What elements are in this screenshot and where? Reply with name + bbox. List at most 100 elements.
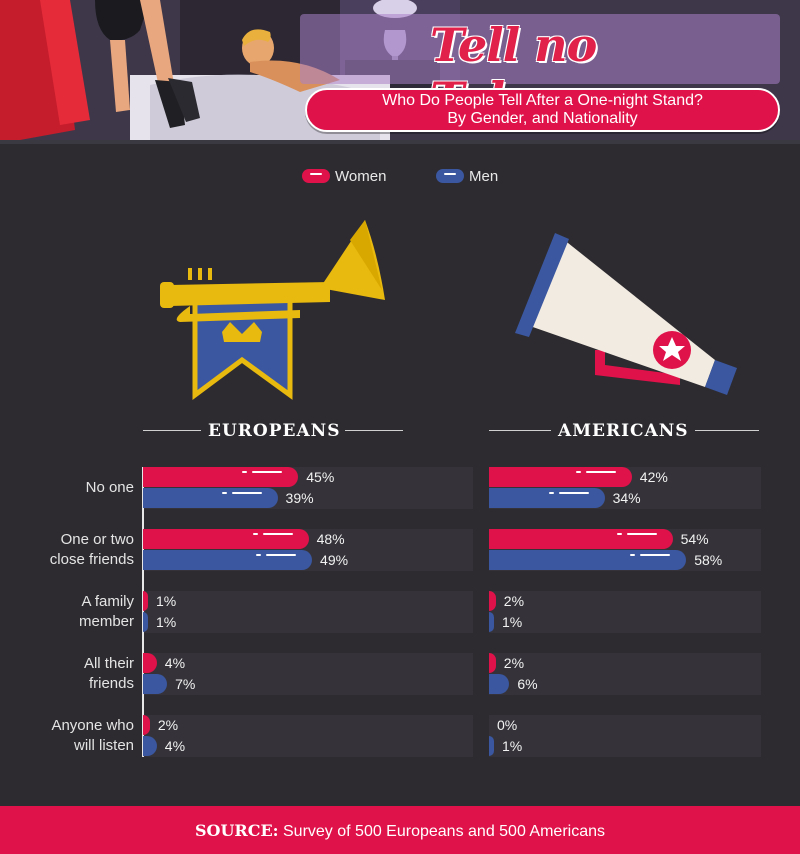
- source-note: SOURCE: Survey of 500 Europeans and 500 …: [0, 821, 800, 841]
- category-label: No one: [0, 478, 134, 498]
- europeans-rule-left: [143, 430, 201, 431]
- trumpet-with-crown-banner-icon: [160, 220, 385, 400]
- europeans-women-value: 4%: [164, 655, 186, 671]
- subtitle-banner: Who Do People Tell After a One-night Sta…: [305, 88, 780, 132]
- americans-women-value: 2%: [503, 593, 525, 609]
- americans-men-value: 1%: [502, 614, 523, 630]
- category-label-line: No one: [85, 479, 134, 496]
- legend-label-women: Women: [335, 167, 387, 185]
- legend-swatch-women: [302, 169, 330, 183]
- europeans-women-value: 45%: [306, 469, 335, 485]
- americans-women-bar: [489, 529, 673, 549]
- bar-highlight: [640, 554, 671, 556]
- europeans-row-bg: [143, 715, 473, 757]
- category-label-line: will listen: [73, 737, 134, 754]
- americans-men-value: 58%: [694, 552, 723, 568]
- subtitle-line-1: Who Do People Tell After a One-night Sta…: [382, 92, 703, 109]
- bar-highlight: [575, 471, 581, 473]
- category-label: All their friends: [0, 654, 134, 694]
- bar-highlight: [256, 554, 262, 556]
- americans-women-bar: [489, 591, 496, 611]
- legend-label-men: Men: [469, 167, 499, 185]
- europeans-men-value: 4%: [164, 738, 186, 754]
- americans-men-bar: [489, 612, 494, 632]
- bar-highlight: [585, 471, 616, 473]
- americans-women-value: 54%: [680, 531, 709, 547]
- category-label: A family member: [0, 592, 134, 632]
- page-subtitle: Who Do People Tell After a One-night Sta…: [307, 92, 778, 128]
- subtitle-line-2: By Gender, and Nationality: [447, 110, 638, 127]
- americans-men-bar: [489, 550, 687, 570]
- americans-row-bg: [489, 653, 761, 695]
- bar-highlight: [242, 471, 248, 473]
- bar-highlight: [616, 533, 622, 535]
- title-panel: [300, 14, 780, 84]
- bar-highlight: [266, 554, 297, 556]
- bar-highlight: [252, 471, 283, 473]
- americans-women-value: 0%: [497, 717, 518, 733]
- europeans-men-bar: [143, 674, 168, 694]
- americans-heading: AMERICANS: [558, 421, 689, 441]
- americans-men-bar: [489, 736, 494, 756]
- europeans-row-bg: [143, 591, 473, 633]
- source-label: SOURCE:: [194, 821, 279, 840]
- bar-highlight: [548, 492, 554, 494]
- europeans-men-bar: [143, 736, 157, 756]
- americans-men-bar: [489, 488, 605, 508]
- americans-men-value: 34%: [612, 490, 641, 506]
- category-label-line: friends: [88, 675, 134, 692]
- europeans-women-bar: [143, 715, 150, 735]
- europeans-men-value: 39%: [285, 490, 314, 506]
- americans-row-bg: [489, 591, 761, 633]
- americans-men-value: 6%: [517, 676, 538, 692]
- americans-women-value: 42%: [639, 469, 668, 485]
- europeans-men-value: 7%: [175, 676, 196, 692]
- europeans-women-value: 2%: [157, 717, 179, 733]
- category-label-line: Anyone who: [51, 717, 134, 734]
- footer: SOURCE: Survey of 500 Europeans and 500 …: [0, 806, 800, 854]
- bar-highlight: [231, 492, 262, 494]
- americans-rule-left: [489, 430, 551, 431]
- legend-swatch-men: [436, 169, 464, 183]
- bar-highlight: [252, 533, 258, 535]
- bar-highlight: [262, 533, 293, 535]
- europeans-men-value: 1%: [156, 614, 177, 630]
- europeans-rule-right: [345, 430, 403, 431]
- category-label-line: close friends: [49, 551, 134, 568]
- europeans-heading: EUROPEANS: [208, 421, 341, 441]
- europeans-women-bar: [143, 653, 157, 673]
- europeans-women-value: 48%: [316, 531, 345, 547]
- page-title: Tell no Tales: [430, 18, 597, 126]
- americans-women-bar: [489, 653, 496, 673]
- europeans-women-bar: [143, 529, 309, 549]
- category-label: One or two close friends: [0, 530, 134, 570]
- category-label-line: All their: [83, 655, 134, 672]
- category-label: Anyone who will listen: [0, 716, 134, 756]
- bar-highlight: [558, 492, 589, 494]
- americans-women-bar: [489, 467, 632, 487]
- europeans-women-value: 1%: [156, 593, 177, 609]
- legend-item-women: Women: [302, 167, 387, 185]
- category-label-line: member: [78, 613, 134, 630]
- europeans-men-bar: [143, 488, 278, 508]
- europeans-men-bar: [143, 550, 313, 570]
- americans-rule-right: [695, 430, 759, 431]
- megaphone-with-star-icon: [515, 233, 737, 395]
- europeans-women-bar: [143, 467, 299, 487]
- americans-women-value: 2%: [503, 655, 525, 671]
- bar-highlight: [630, 554, 636, 556]
- source-text: Survey of 500 Europeans and 500 American…: [278, 823, 605, 840]
- europeans-men-value: 49%: [320, 552, 349, 568]
- header-banner: Tell no Tales Who Do People Tell After a…: [0, 0, 800, 140]
- europeans-women-bar: [143, 591, 148, 611]
- americans-men-value: 1%: [502, 738, 523, 754]
- bar-highlight: [626, 533, 657, 535]
- header-divider: [0, 140, 800, 144]
- europeans-men-bar: [143, 612, 148, 632]
- bar-highlight: [221, 492, 227, 494]
- category-label-line: A family: [81, 593, 134, 610]
- category-label-line: One or two: [60, 531, 134, 548]
- americans-row-bg: [489, 715, 761, 757]
- americans-men-bar: [489, 674, 510, 694]
- europeans-row-bg: [143, 653, 473, 695]
